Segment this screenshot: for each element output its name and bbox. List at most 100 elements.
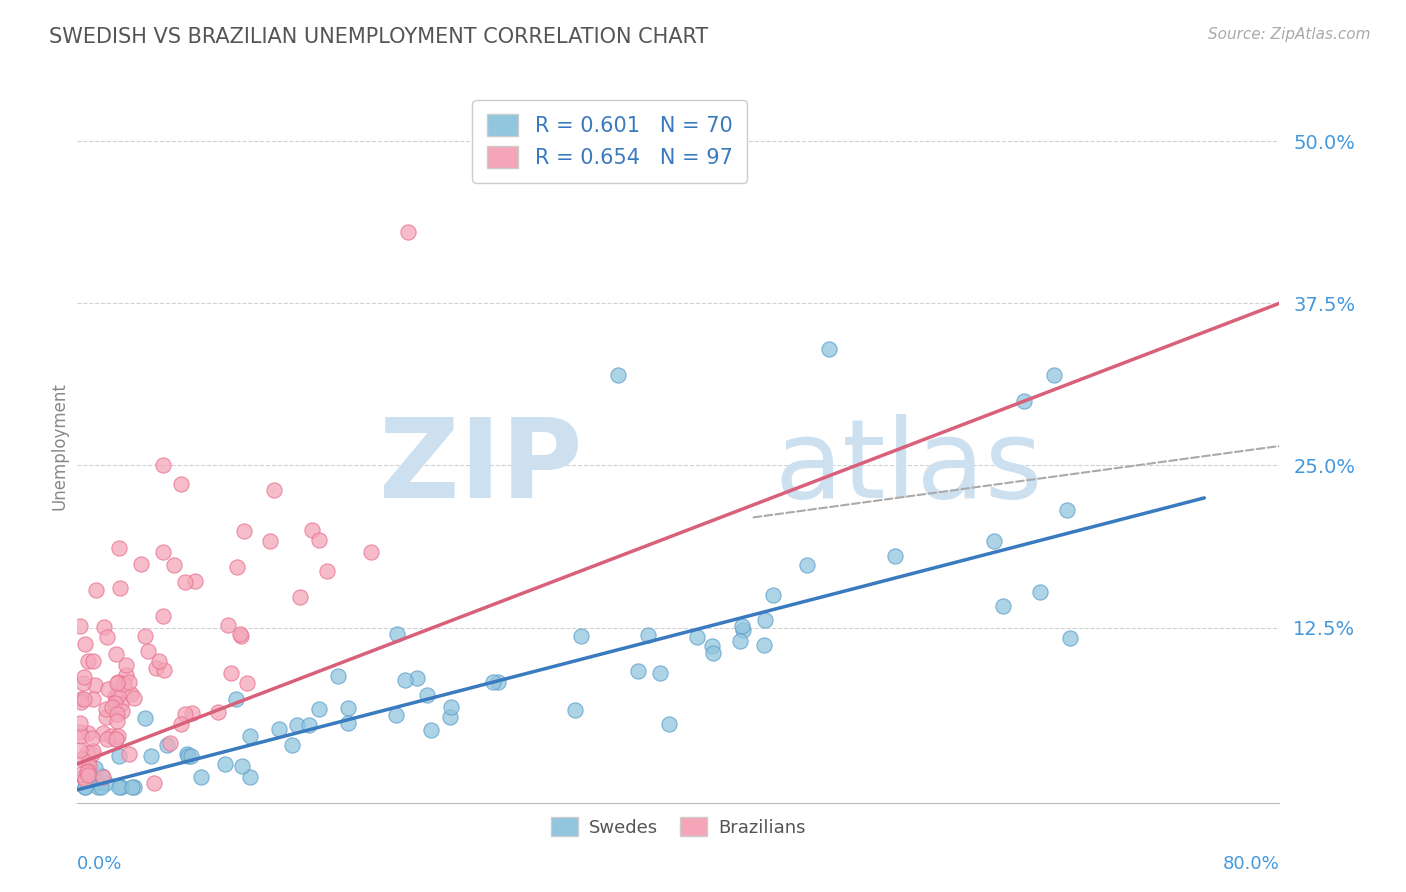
Point xyxy=(316,564,339,578)
Point xyxy=(301,523,323,537)
Point xyxy=(108,541,131,555)
Point xyxy=(73,637,96,651)
Point xyxy=(87,780,110,795)
Point xyxy=(122,780,145,795)
Point xyxy=(564,703,586,717)
Point xyxy=(231,629,253,643)
Point xyxy=(115,667,138,681)
Point xyxy=(82,744,104,758)
Point xyxy=(440,699,463,714)
Point xyxy=(214,756,236,771)
Point xyxy=(728,633,751,648)
Point xyxy=(650,666,672,681)
Point xyxy=(129,558,152,572)
Point xyxy=(174,706,197,721)
Point xyxy=(173,574,195,589)
Point xyxy=(239,729,262,743)
Point xyxy=(883,549,905,564)
Point xyxy=(217,618,239,632)
Point xyxy=(69,725,91,739)
Point xyxy=(184,574,207,589)
Point xyxy=(76,654,98,668)
Point xyxy=(73,780,96,795)
Point xyxy=(118,675,141,690)
Point xyxy=(482,675,505,690)
Point xyxy=(107,675,129,690)
Point xyxy=(115,657,138,672)
Point xyxy=(104,647,127,661)
Text: ZIP: ZIP xyxy=(378,414,582,521)
Point xyxy=(110,697,132,711)
Point xyxy=(108,780,131,795)
Point xyxy=(94,702,117,716)
Point xyxy=(105,732,128,747)
Point xyxy=(180,749,202,764)
Point xyxy=(138,644,160,658)
Point xyxy=(97,681,120,696)
Point xyxy=(993,599,1015,613)
Point xyxy=(76,747,98,761)
Point xyxy=(96,710,118,724)
Y-axis label: Unemployment: Unemployment xyxy=(51,382,69,510)
Point xyxy=(77,758,100,772)
Point xyxy=(76,755,98,769)
Point xyxy=(181,706,204,721)
Point xyxy=(100,729,122,743)
Point xyxy=(105,714,128,729)
Point xyxy=(702,639,724,653)
Point xyxy=(84,582,107,597)
Text: atlas: atlas xyxy=(775,414,1043,521)
Point xyxy=(152,544,174,558)
Point xyxy=(176,747,198,761)
Point xyxy=(122,691,145,706)
Point xyxy=(1043,368,1066,382)
Point xyxy=(394,673,416,687)
Point xyxy=(96,630,118,644)
Point xyxy=(152,458,174,473)
Point xyxy=(308,702,330,716)
Point xyxy=(107,729,129,743)
Point xyxy=(76,726,98,740)
Point xyxy=(233,524,256,539)
Point xyxy=(91,726,114,740)
Point xyxy=(80,747,103,761)
Point xyxy=(134,711,156,725)
Point xyxy=(1056,503,1078,517)
Point xyxy=(104,698,127,712)
Point xyxy=(82,691,104,706)
Point xyxy=(752,638,775,652)
Point xyxy=(420,723,443,738)
Point xyxy=(207,705,229,719)
Point xyxy=(134,628,156,642)
Point xyxy=(263,483,285,497)
Point xyxy=(70,694,93,708)
Point xyxy=(637,628,659,642)
Point xyxy=(385,708,408,723)
Point xyxy=(796,558,818,573)
Point xyxy=(110,704,132,718)
Point xyxy=(235,676,257,690)
Point xyxy=(486,674,509,689)
Point xyxy=(110,780,132,795)
Point xyxy=(385,627,408,641)
Point xyxy=(229,627,252,641)
Point xyxy=(83,678,105,692)
Text: Source: ZipAtlas.com: Source: ZipAtlas.com xyxy=(1208,27,1371,42)
Point xyxy=(70,752,93,766)
Point xyxy=(686,630,709,644)
Point xyxy=(87,775,110,789)
Point xyxy=(112,677,135,691)
Point xyxy=(754,614,776,628)
Point xyxy=(159,735,181,749)
Point xyxy=(298,717,321,731)
Point xyxy=(82,654,104,668)
Point xyxy=(143,776,166,790)
Point xyxy=(1029,585,1052,599)
Point xyxy=(607,368,630,382)
Point xyxy=(360,545,382,559)
Point xyxy=(139,748,162,763)
Point xyxy=(269,723,291,737)
Point xyxy=(90,780,112,795)
Point xyxy=(163,558,186,573)
Point xyxy=(731,619,754,633)
